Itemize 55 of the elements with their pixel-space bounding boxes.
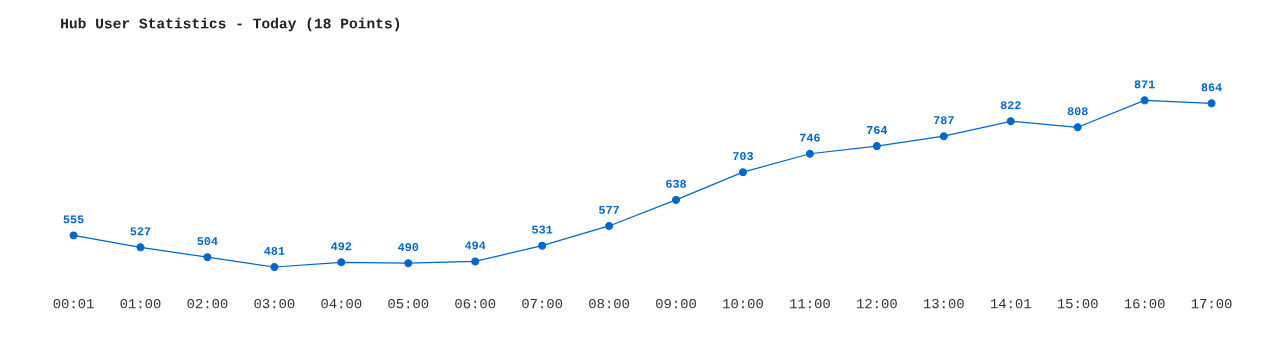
x-tick-label: 16:00 (1124, 298, 1165, 309)
x-tick-label: 14:01 (990, 298, 1031, 309)
data-label: 555 (63, 215, 84, 224)
point (270, 263, 279, 271)
chart-title: Hub User Statistics - Today (18 Points) (61, 17, 400, 32)
x-tick-label: 17:00 (1191, 298, 1232, 309)
point (404, 259, 413, 268)
point (738, 168, 747, 177)
data-label: 787 (933, 116, 954, 125)
point (872, 142, 881, 151)
point (1140, 96, 1149, 105)
point (471, 257, 480, 266)
data-label: 638 (666, 179, 687, 188)
x-tick-label: 02:00 (187, 298, 228, 309)
point (1006, 117, 1015, 126)
point (538, 241, 547, 250)
data-label: 822 (1000, 101, 1021, 110)
point (1073, 123, 1082, 132)
x-tick-label: 12:00 (857, 298, 897, 309)
x-tick-label: 03:00 (254, 298, 295, 309)
x-tick-label: 07:00 (522, 298, 563, 309)
x-tick-label: 08:00 (589, 298, 630, 309)
x-tick-label: 01:00 (120, 298, 161, 309)
data-label: 808 (1067, 107, 1088, 116)
data-label: 494 (464, 241, 486, 250)
data-label: 492 (331, 242, 352, 251)
x-tick-label: 06:00 (455, 298, 496, 309)
data-label: 871 (1134, 80, 1155, 89)
data-label: 531 (532, 225, 553, 234)
point (605, 221, 614, 230)
x-tick-label: 13:00 (923, 298, 964, 309)
x-tick-label: 11:00 (790, 298, 830, 309)
point (672, 195, 681, 204)
point (1207, 99, 1216, 108)
point (939, 132, 948, 141)
data-label: 481 (264, 246, 285, 255)
data-label: 703 (733, 152, 753, 161)
data-label: 764 (866, 125, 888, 134)
x-tick-label: 00:01 (53, 298, 94, 309)
data-label: 864 (1201, 83, 1222, 92)
point (203, 253, 212, 262)
point (136, 243, 145, 252)
data-label: 746 (800, 133, 820, 142)
x-tick-label: 04:00 (321, 298, 362, 309)
data-label: 490 (398, 243, 419, 252)
point (69, 231, 78, 240)
point (337, 258, 346, 267)
x-tick-label: 05:00 (388, 298, 429, 309)
x-tick-label: 15:00 (1057, 298, 1098, 309)
point (805, 149, 814, 158)
data-label: 577 (599, 206, 619, 214)
x-tick-label: 10:00 (723, 298, 763, 309)
x-tick-label: 09:00 (656, 298, 697, 309)
data-label: 527 (130, 227, 151, 236)
data-label: 504 (197, 237, 218, 246)
